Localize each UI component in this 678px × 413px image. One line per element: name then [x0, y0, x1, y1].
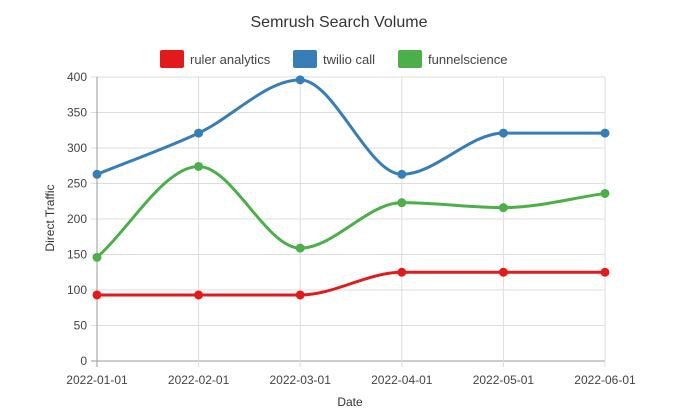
- data-point-0-2[interactable]: [295, 290, 305, 300]
- data-point-2-0[interactable]: [92, 252, 102, 262]
- grid: [91, 76, 606, 367]
- chart-title: Semrush Search Volume: [251, 14, 428, 31]
- data-point-0-1[interactable]: [194, 290, 204, 300]
- legend-label-2: funnelscience: [428, 52, 508, 67]
- data-point-1-1[interactable]: [194, 128, 204, 138]
- data-point-1-4[interactable]: [498, 128, 508, 138]
- legend-item-1[interactable]: twilio call: [293, 50, 375, 68]
- data-point-0-0[interactable]: [92, 290, 102, 300]
- data-point-2-3[interactable]: [397, 198, 407, 208]
- data-point-1-0[interactable]: [92, 169, 102, 179]
- legend-swatch-1: [293, 50, 317, 68]
- x-tick-label-1: 2022-02-01: [168, 373, 230, 387]
- x-tick-label-5: 2022-06-01: [574, 373, 636, 387]
- y-tick-label-4: 200: [67, 212, 87, 226]
- y-tick-label-6: 300: [67, 141, 87, 155]
- y-tick-label-2: 100: [67, 283, 87, 297]
- legend-item-2[interactable]: funnelscience: [398, 50, 508, 68]
- series-line-0: [95, 270, 607, 297]
- data-point-2-5[interactable]: [600, 188, 610, 198]
- x-tick-label-4: 2022-05-01: [473, 373, 535, 387]
- legend-label-0: ruler analytics: [190, 52, 271, 67]
- y-tick-label-0: 0: [80, 354, 87, 368]
- x-tick-label-3: 2022-04-01: [371, 373, 433, 387]
- y-axis-label: Direct Traffic: [43, 184, 57, 251]
- x-axis-ticks: 2022-01-01 2022-02-01 2022-03-01 2022-04-01…: [66, 373, 636, 387]
- data-point-0-3[interactable]: [397, 267, 407, 277]
- legend-swatch-0: [160, 50, 184, 68]
- series-line-2: [95, 164, 607, 259]
- y-tick-label-3: 150: [67, 248, 87, 262]
- data-point-1-5[interactable]: [600, 128, 610, 138]
- legend: ruler analytics twilio call funnelscienc…: [160, 50, 508, 68]
- series-points: [92, 75, 610, 300]
- y-axis-ticks: 0 50 100 150 200 250 300 350 400: [67, 70, 87, 368]
- data-point-1-2[interactable]: [295, 75, 305, 85]
- data-point-2-2[interactable]: [295, 243, 305, 253]
- data-point-2-4[interactable]: [498, 203, 508, 213]
- data-point-1-3[interactable]: [397, 169, 407, 179]
- series-line-1: [95, 78, 607, 176]
- x-tick-label-2: 2022-03-01: [270, 373, 332, 387]
- data-point-0-4[interactable]: [498, 267, 508, 277]
- legend-item-0[interactable]: ruler analytics: [160, 50, 271, 68]
- legend-swatch-2: [398, 50, 422, 68]
- y-tick-label-8: 400: [67, 70, 87, 84]
- x-axis-label: Date: [337, 395, 363, 409]
- y-tick-label-7: 350: [67, 106, 87, 120]
- y-tick-label-5: 250: [67, 177, 87, 191]
- x-tick-label-0: 2022-01-01: [66, 373, 128, 387]
- legend-label-1: twilio call: [323, 52, 375, 67]
- y-tick-label-1: 50: [74, 319, 88, 333]
- data-point-0-5[interactable]: [600, 267, 610, 277]
- data-point-2-1[interactable]: [194, 161, 204, 171]
